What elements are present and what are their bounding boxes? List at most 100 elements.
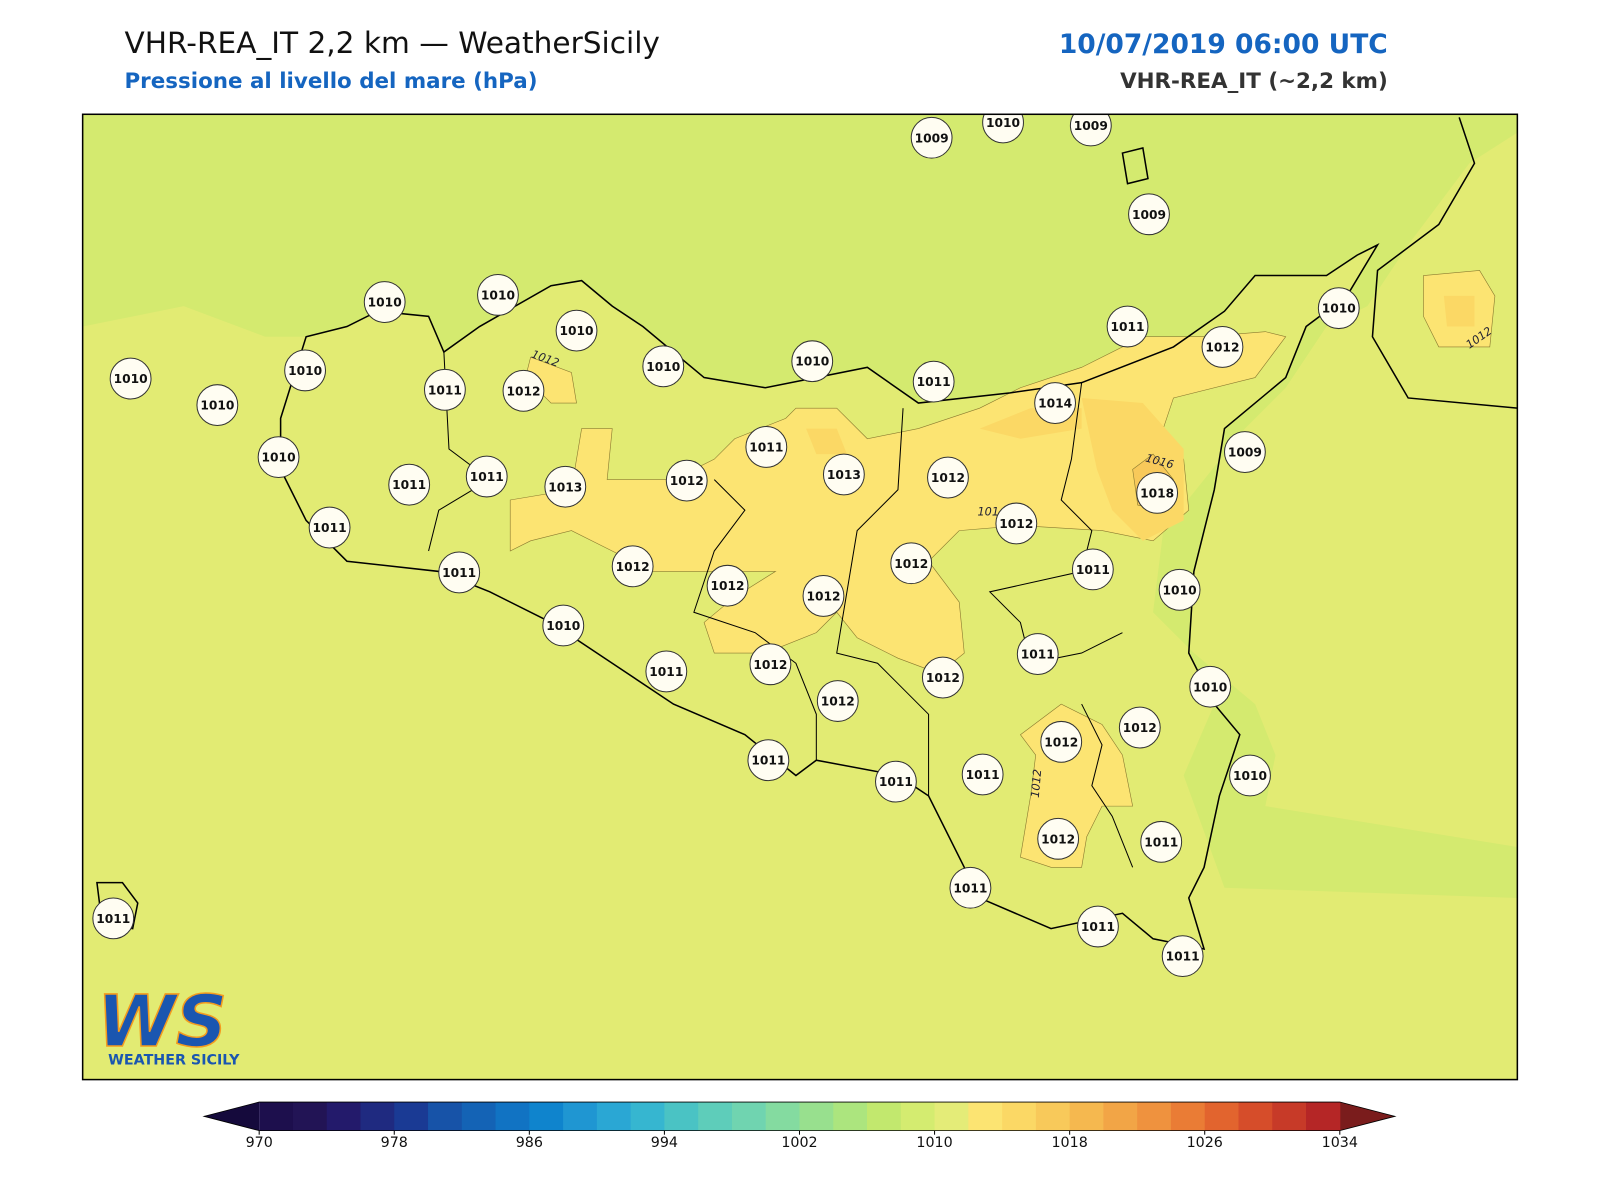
station-value: 1011 [470, 470, 504, 484]
station-value: 1011 [1021, 648, 1055, 662]
colorbar-over [1339, 1102, 1395, 1131]
station: 1011 [961, 753, 1004, 796]
station-marker [791, 340, 834, 383]
station: 1010 [1317, 287, 1360, 330]
station-marker [890, 542, 933, 585]
station: 1011 [949, 866, 992, 909]
station-marker [1118, 706, 1161, 749]
station-value: 1012 [1041, 832, 1075, 846]
station: 1011 [745, 426, 788, 468]
colorbar-swatch [765, 1102, 800, 1131]
station: 1012 [1037, 817, 1080, 860]
station-value: 1011 [392, 478, 426, 492]
colorbar-swatch [630, 1102, 665, 1131]
colorbar-swatch [934, 1102, 969, 1131]
station-value: 1012 [821, 695, 855, 709]
station: 1010 [257, 436, 300, 479]
station: 1012 [995, 502, 1038, 545]
station-marker [196, 384, 239, 427]
datetime: 10/07/2019 06:00 UTC [1059, 29, 1388, 60]
colorbar-swatch [1137, 1102, 1172, 1131]
station-marker [284, 349, 327, 392]
station-value: 1010 [646, 360, 680, 374]
station-value: 1012 [1044, 735, 1078, 749]
station-value: 1010 [288, 364, 322, 378]
station: 1011 [645, 650, 688, 693]
station-value: 1014 [1038, 397, 1072, 411]
station-marker [921, 656, 964, 699]
station-value: 1012 [711, 579, 745, 593]
station-value: 1012 [753, 658, 787, 672]
station-value: 1011 [1166, 950, 1200, 964]
station: 1014 [1034, 382, 1077, 424]
station: 1011 [423, 368, 466, 411]
subtitle: Pressione al livello del mare (hPa) [124, 69, 537, 94]
station-value: 1010 [200, 399, 234, 413]
station: 1011 [1161, 935, 1204, 978]
station-marker [912, 360, 955, 403]
station: 1010 [196, 384, 239, 427]
station-value: 1010 [368, 296, 402, 310]
contour-labels: 1012 1016 1014 1012 1012 [530, 324, 1495, 798]
colorbar-swatch [360, 1102, 395, 1131]
station-value: 1010 [262, 451, 296, 465]
station-value: 1011 [96, 912, 130, 926]
logo: WS WEATHER SICILY [96, 979, 240, 1068]
stations: 1009 1010 1009 1009 1010 1010 1010 1010 1010 1010… [92, 114, 1360, 978]
colorbar-swatch [1103, 1102, 1138, 1131]
station-marker [1016, 633, 1059, 675]
station-value: 1011 [1076, 563, 1110, 577]
station: 1012 [1201, 326, 1244, 368]
station-marker [308, 506, 351, 549]
station: 1012 [502, 369, 545, 412]
station-marker [706, 564, 749, 607]
colorbar-swatch [529, 1102, 564, 1131]
station-value: 1010 [1163, 583, 1197, 597]
station-value: 1011 [879, 775, 913, 789]
station: 1011 [308, 506, 351, 549]
station-value: 1010 [986, 116, 1020, 130]
station: 1010 [791, 340, 834, 383]
sea-field [82, 114, 1518, 898]
colorbar-tick-label: 1010 [916, 1135, 952, 1151]
station-value: 1013 [827, 468, 861, 482]
colorbar-swatch [968, 1102, 1003, 1131]
colorbar-swatch [461, 1102, 497, 1131]
colorbar-swatch [698, 1102, 733, 1131]
station: 1010 [1229, 754, 1271, 797]
station-value: 1011 [649, 665, 683, 679]
station-value: 1011 [1081, 920, 1115, 934]
station: 1012 [611, 545, 654, 588]
station-marker [438, 551, 481, 594]
station: 1011 [875, 760, 917, 803]
station-marker [1040, 720, 1083, 763]
station-value: 1010 [1322, 302, 1356, 316]
station-marker [544, 465, 587, 508]
colorbar-swatch [394, 1102, 429, 1131]
colorbar-tick-label: 1034 [1322, 1135, 1358, 1151]
station-marker [92, 897, 135, 940]
station-value: 1012 [670, 474, 704, 488]
station-marker [1158, 568, 1201, 611]
station-value: 1012 [1205, 340, 1239, 354]
station: 1010 [982, 114, 1024, 144]
station-marker [109, 357, 152, 400]
station-marker [875, 760, 917, 803]
colorbar-swatch [900, 1102, 936, 1131]
station-value: 1018 [1140, 486, 1174, 500]
station: 1013 [822, 453, 865, 496]
colorbar-tick-label: 986 [516, 1135, 543, 1151]
station-marker [1128, 193, 1170, 236]
station-value: 1013 [548, 480, 582, 494]
colorbar-swatch [596, 1102, 632, 1131]
station-marker [982, 114, 1024, 144]
station-value: 1012 [926, 671, 960, 685]
station: 1011 [1016, 633, 1059, 675]
colorbar-swatch [1306, 1102, 1341, 1131]
colorbar-swatch [259, 1102, 294, 1131]
station-value: 1011 [442, 566, 476, 580]
station-marker [927, 456, 969, 499]
contour-label: 1012 [1029, 769, 1044, 799]
station: 1009 [910, 116, 953, 159]
